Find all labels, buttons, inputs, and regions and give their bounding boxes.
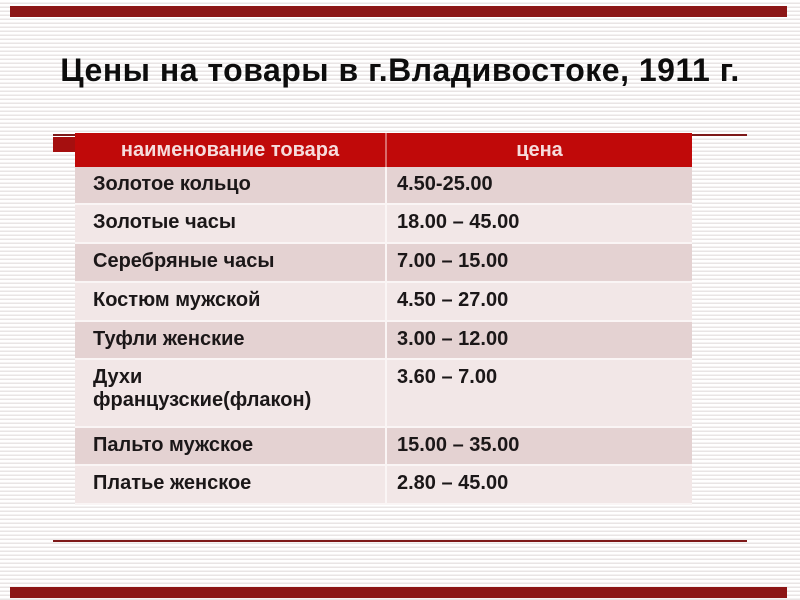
table-row: Пальто мужское 15.00 – 35.00 — [75, 428, 692, 466]
product-name-cell: Духи французские(флакон) — [75, 360, 387, 426]
price-table: наименование товара цена Золотое кольцо … — [75, 133, 692, 505]
price-cell: 3.60 – 7.00 — [397, 366, 498, 388]
price-cell: 18.00 – 45.00 — [397, 211, 520, 233]
table-row: Золотое кольцо 4.50-25.00 — [75, 167, 692, 205]
table-row: Серебряные часы 7.00 – 15.00 — [75, 244, 692, 283]
footer-line — [53, 540, 747, 542]
price-cell: 4.50-25.00 — [397, 173, 493, 195]
table-row: Платье женское 2.80 – 45.00 — [75, 466, 692, 505]
column-header-price: цена — [516, 138, 563, 161]
slide-title: Цены на товары в г.Владивостоке, 1911 г. — [60, 52, 740, 88]
price-cell: 15.00 – 35.00 — [397, 434, 520, 456]
top-accent-bar — [10, 6, 787, 17]
title-accent-rect — [53, 137, 75, 152]
column-header-product: наименование товара — [75, 133, 387, 167]
table-row: Туфли женские 3.00 – 12.00 — [75, 322, 692, 360]
product-name-cell: Пальто мужское — [75, 428, 387, 464]
price-cell: 2.80 – 45.00 — [397, 472, 509, 494]
price-cell: 4.50 – 27.00 — [397, 289, 509, 311]
price-cell: 3.00 – 12.00 — [397, 328, 509, 350]
price-cell: 7.00 – 15.00 — [397, 250, 509, 272]
table-row: Костюм мужской 4.50 – 27.00 — [75, 283, 692, 322]
bottom-accent-bar — [10, 587, 787, 598]
product-name-cell: Золотые часы — [75, 205, 387, 242]
product-name-cell: Костюм мужской — [75, 283, 387, 320]
table-row: Духи французские(флакон) 3.60 – 7.00 — [75, 360, 692, 428]
product-name-cell: Серебряные часы — [75, 244, 387, 281]
product-name-cell: Золотое кольцо — [75, 167, 387, 203]
table-row: Золотые часы 18.00 – 45.00 — [75, 205, 692, 244]
product-name-cell: Платье женское — [75, 466, 387, 503]
product-name-cell: Туфли женские — [75, 322, 387, 358]
table-header-row: наименование товара цена — [75, 133, 692, 167]
